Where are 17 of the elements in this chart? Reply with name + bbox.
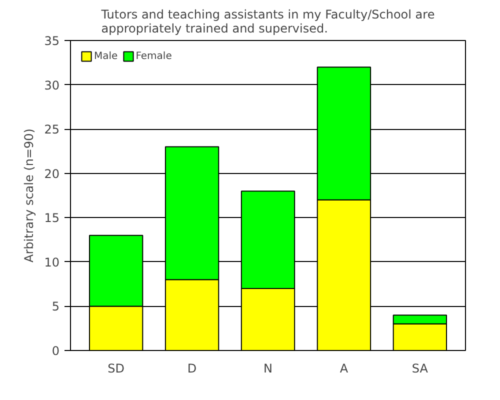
x-tick-label: A [340,362,349,376]
legend-label: Male [94,50,118,62]
y-axis-title: Arbitrary scale (n=90) [22,128,36,262]
x-tick-label: D [187,362,197,376]
y-tick-label: 0 [52,344,60,358]
y-tick-label: 30 [44,78,60,92]
x-tick-label: N [264,362,272,376]
y-tick-label: 25 [44,122,60,137]
x-tick-label: SA [412,362,429,376]
legend-label: Female [136,50,172,62]
y-tick-label: 15 [44,211,60,226]
chart-title: Tutors and teaching assistants in my Faculty/School are appropriately trained and supervised. [100,8,435,36]
y-tick-label: 35 [44,34,60,48]
x-tick-label: SD [108,362,125,376]
y-tick-label: 20 [44,166,60,181]
y-tick-label: 5 [52,300,60,314]
y-tick-label: 10 [44,255,60,270]
